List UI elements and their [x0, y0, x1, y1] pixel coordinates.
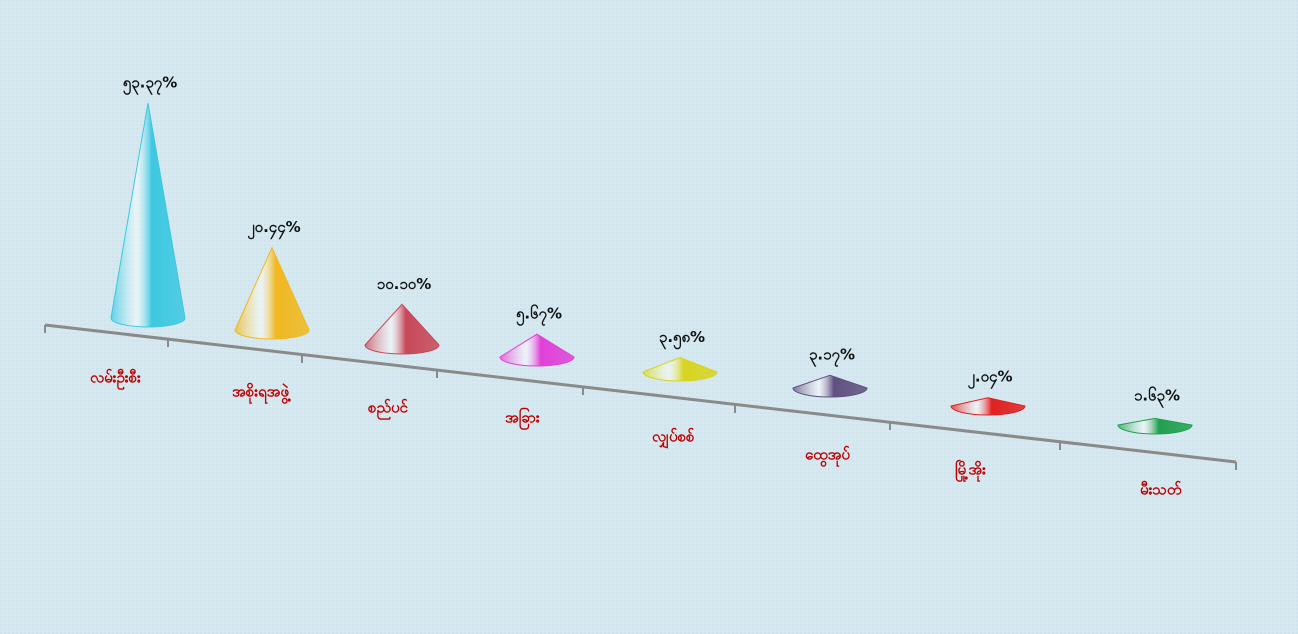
- category-label: မီးသတ်: [1140, 480, 1182, 499]
- value-label: ၁.၆၃%: [1134, 386, 1180, 409]
- category-label: လမ်းဦးစီး: [90, 368, 141, 391]
- category-label: ထွေအုပ်: [805, 445, 850, 468]
- value-label: ၂.၀၄%: [968, 368, 1013, 390]
- category-label: အစိုးရအဖွဲ့: [232, 382, 291, 405]
- category-axis: [44, 323, 1237, 470]
- cone: [792, 374, 868, 398]
- cone: [1117, 417, 1193, 435]
- value-label: ၁၀.၁၀%: [377, 275, 431, 293]
- value-label: ၃.၁၇%: [809, 346, 855, 368]
- cone: [110, 102, 186, 328]
- cone: [950, 397, 1026, 416]
- value-label: ၃.၅၈%: [659, 328, 705, 350]
- value-label: ၅၃.၃၇%: [123, 73, 177, 95]
- cone: [642, 357, 718, 382]
- category-label: လျှပ်စစ်: [652, 427, 695, 450]
- value-label: ၅.၆၇%: [516, 304, 562, 327]
- category-label: စည်ပင်: [368, 398, 408, 421]
- cone: [364, 303, 440, 355]
- cone: [234, 246, 310, 340]
- cone: [499, 333, 575, 367]
- value-label: ၂၀.၄၄%: [247, 218, 300, 240]
